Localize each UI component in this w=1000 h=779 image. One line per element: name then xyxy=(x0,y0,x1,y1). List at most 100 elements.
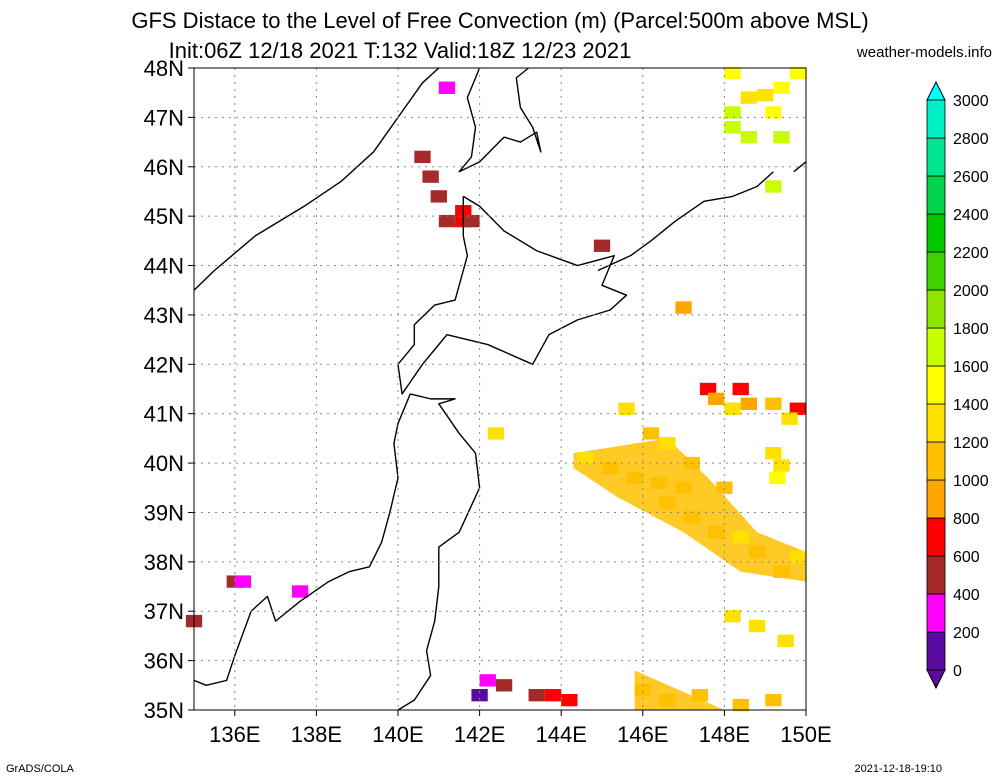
lon-tick-label: 142E xyxy=(454,722,505,747)
lon-tick-label: 138E xyxy=(291,722,342,747)
footer-timestamp: 2021-12-18-19:10 xyxy=(854,763,942,775)
coastline xyxy=(193,67,440,291)
lfc-cell xyxy=(773,459,790,472)
colorbar-segment xyxy=(926,441,946,481)
lat-tick-label: 36N xyxy=(144,649,184,674)
lfc-cell xyxy=(773,565,790,578)
lfc-cell xyxy=(724,121,741,134)
lfc-cell xyxy=(789,550,806,564)
lat-tick-label: 44N xyxy=(144,254,184,279)
lfc-cell xyxy=(732,698,749,712)
lfc-cell xyxy=(757,88,774,102)
lfc-cell xyxy=(577,451,594,465)
colorbar-min-arrow xyxy=(926,669,946,690)
colorbar-label: 0 xyxy=(953,663,962,680)
lfc-cell xyxy=(634,684,651,697)
colorbar-label: 1200 xyxy=(953,435,989,452)
lfc-cell xyxy=(765,693,782,707)
lat-tick-label: 35N xyxy=(144,698,184,723)
chart-title: GFS Distace to the Level of Free Convect… xyxy=(131,8,869,33)
lfc-cell xyxy=(291,585,309,598)
lfc-cell xyxy=(528,689,545,702)
lat-tick-label: 41N xyxy=(144,402,184,427)
colorbar: 0 200 400 600 800 1000 1200 1400 1600 1800 2000 220… xyxy=(926,80,989,690)
lfc-cell xyxy=(659,437,676,450)
lat-tick-label: 45N xyxy=(144,204,184,229)
lfc-cell xyxy=(544,689,562,702)
lfc-cell xyxy=(659,693,676,707)
colorbar-label: 2600 xyxy=(953,169,989,186)
lfc-cell xyxy=(773,81,790,94)
lfc-cell xyxy=(593,239,611,252)
lfc-cell xyxy=(716,481,733,494)
colorbar-label: 2200 xyxy=(953,245,989,262)
lfc-cell xyxy=(765,397,782,410)
colorbar-label: 2800 xyxy=(953,131,989,148)
colorbar-label: 200 xyxy=(953,625,980,642)
lfc-cell xyxy=(642,427,660,440)
lfc-cell xyxy=(777,634,794,648)
lfc-cell xyxy=(781,412,798,425)
lon-tick-label: 144E xyxy=(536,722,587,747)
lfc-cell xyxy=(438,81,456,94)
lfc-cell xyxy=(495,679,513,692)
colorbar-label: 800 xyxy=(953,511,980,528)
lat-tick-label: 47N xyxy=(144,105,184,130)
lfc-cell xyxy=(471,689,488,702)
coastline xyxy=(397,393,481,711)
lfc-cell xyxy=(561,693,578,707)
lfc-cell xyxy=(675,301,692,314)
lfc-cell xyxy=(708,526,725,539)
colorbar-segment xyxy=(926,251,946,291)
colorbar-segment xyxy=(926,175,946,215)
lat-tick-label: 38N xyxy=(144,550,184,575)
plot-frame xyxy=(193,67,807,711)
lfc-cell xyxy=(659,496,676,509)
colorbar-segment xyxy=(926,137,946,177)
lfc-cell xyxy=(724,402,741,415)
coastline xyxy=(793,161,807,173)
lat-tick-label: 39N xyxy=(144,500,184,525)
lfc-cell xyxy=(748,545,766,559)
colorbar-label: 3000 xyxy=(953,93,989,110)
colorbar-label: 1400 xyxy=(953,397,989,414)
lat-tick-label: 48N xyxy=(144,56,184,81)
lat-tick-label: 46N xyxy=(144,155,184,180)
footer-credit: GrADS/COLA xyxy=(6,763,74,775)
lfc-cell xyxy=(773,130,790,144)
lat-tick-label: 42N xyxy=(144,352,184,377)
colorbar-max-arrow xyxy=(926,80,946,101)
colorbar-segment xyxy=(926,327,946,367)
lfc-cell xyxy=(748,619,766,633)
lon-tick-label: 148E xyxy=(699,722,750,747)
colorbar-label: 1800 xyxy=(953,321,989,338)
colorbar-segment xyxy=(926,555,946,595)
lfc-cell xyxy=(479,674,496,687)
lfc-band-south xyxy=(634,670,725,710)
lon-tick-label: 146E xyxy=(617,722,668,747)
colorbar-segment xyxy=(926,593,946,633)
lfc-cell xyxy=(675,481,692,494)
coastline xyxy=(597,171,774,272)
lfc-cell xyxy=(626,471,643,485)
lon-tick-label: 136E xyxy=(209,722,260,747)
colorbar-segment xyxy=(926,99,946,139)
lfc-cell xyxy=(732,382,749,396)
lfc-cell xyxy=(724,609,741,623)
colorbar-label: 400 xyxy=(953,587,980,604)
lfc-cell xyxy=(463,214,480,228)
lfc-cell xyxy=(740,91,758,104)
lat-axis: 35N 36N 37N 38N 39N 40N 41N 42N 43N 44N 45N 46N 47N 4… xyxy=(144,56,194,723)
lfc-cell xyxy=(234,575,252,588)
colorbar-label: 600 xyxy=(953,549,980,566)
colorbar-segment xyxy=(926,403,946,443)
lfc-cell xyxy=(789,66,806,80)
lfc-cell xyxy=(789,402,806,415)
lfc-cell xyxy=(740,397,758,410)
colorbar-label: 2000 xyxy=(953,283,989,300)
lfc-cell xyxy=(765,447,782,460)
lfc-cell xyxy=(683,511,700,524)
lfc-cell xyxy=(732,530,749,544)
colorbar-segment xyxy=(926,631,946,671)
